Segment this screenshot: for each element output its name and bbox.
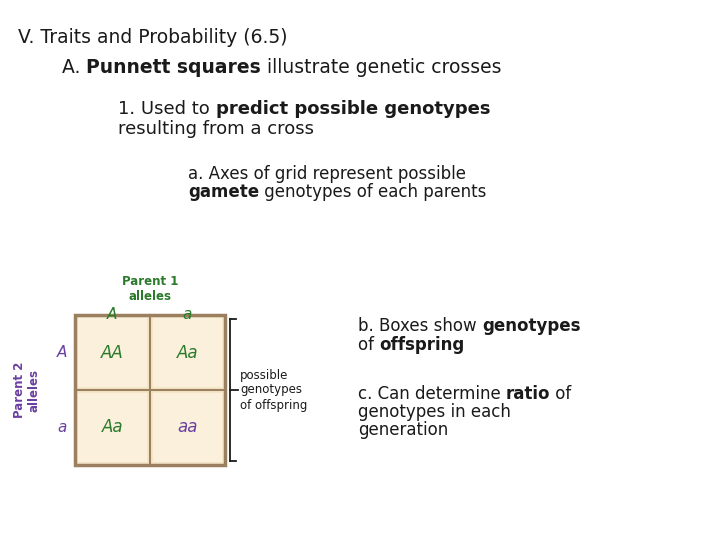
Text: Parent 2
alleles: Parent 2 alleles xyxy=(13,362,41,418)
Text: Aa: Aa xyxy=(102,418,123,436)
Text: c. Can determine: c. Can determine xyxy=(358,385,506,403)
Bar xyxy=(78,393,147,462)
Bar xyxy=(75,315,225,465)
Text: resulting from a cross: resulting from a cross xyxy=(118,120,314,138)
Text: of: of xyxy=(551,385,572,403)
Text: a. Axes of grid represent possible: a. Axes of grid represent possible xyxy=(188,165,466,183)
Text: predict possible genotypes: predict possible genotypes xyxy=(215,100,490,118)
Text: A.: A. xyxy=(62,58,86,77)
Text: possible
genotypes
of offspring: possible genotypes of offspring xyxy=(240,368,307,411)
Text: ratio: ratio xyxy=(506,385,551,403)
Text: V. Traits and Probability (6.5): V. Traits and Probability (6.5) xyxy=(18,28,287,47)
Text: a: a xyxy=(183,307,192,322)
Text: Parent 1
alleles: Parent 1 alleles xyxy=(122,275,178,303)
Text: A: A xyxy=(57,345,67,360)
Text: offspring: offspring xyxy=(379,336,464,354)
Text: 1. Used to: 1. Used to xyxy=(118,100,215,118)
Text: Punnett squares: Punnett squares xyxy=(86,58,261,77)
Text: AA: AA xyxy=(101,343,124,361)
Text: illustrate genetic crosses: illustrate genetic crosses xyxy=(261,58,502,77)
Bar xyxy=(153,393,222,462)
Text: a: a xyxy=(58,420,67,435)
Text: A: A xyxy=(107,307,117,322)
Text: genotypes: genotypes xyxy=(482,317,580,335)
Text: genotypes in each: genotypes in each xyxy=(358,403,511,421)
Text: Aa: Aa xyxy=(176,343,198,361)
Text: gamete: gamete xyxy=(188,183,259,201)
Text: b. Boxes show: b. Boxes show xyxy=(358,317,482,335)
Text: generation: generation xyxy=(358,421,449,439)
Bar xyxy=(78,318,147,387)
Text: aa: aa xyxy=(177,418,198,436)
Bar xyxy=(153,318,222,387)
Text: of: of xyxy=(358,336,379,354)
Text: genotypes of each parents: genotypes of each parents xyxy=(259,183,487,201)
